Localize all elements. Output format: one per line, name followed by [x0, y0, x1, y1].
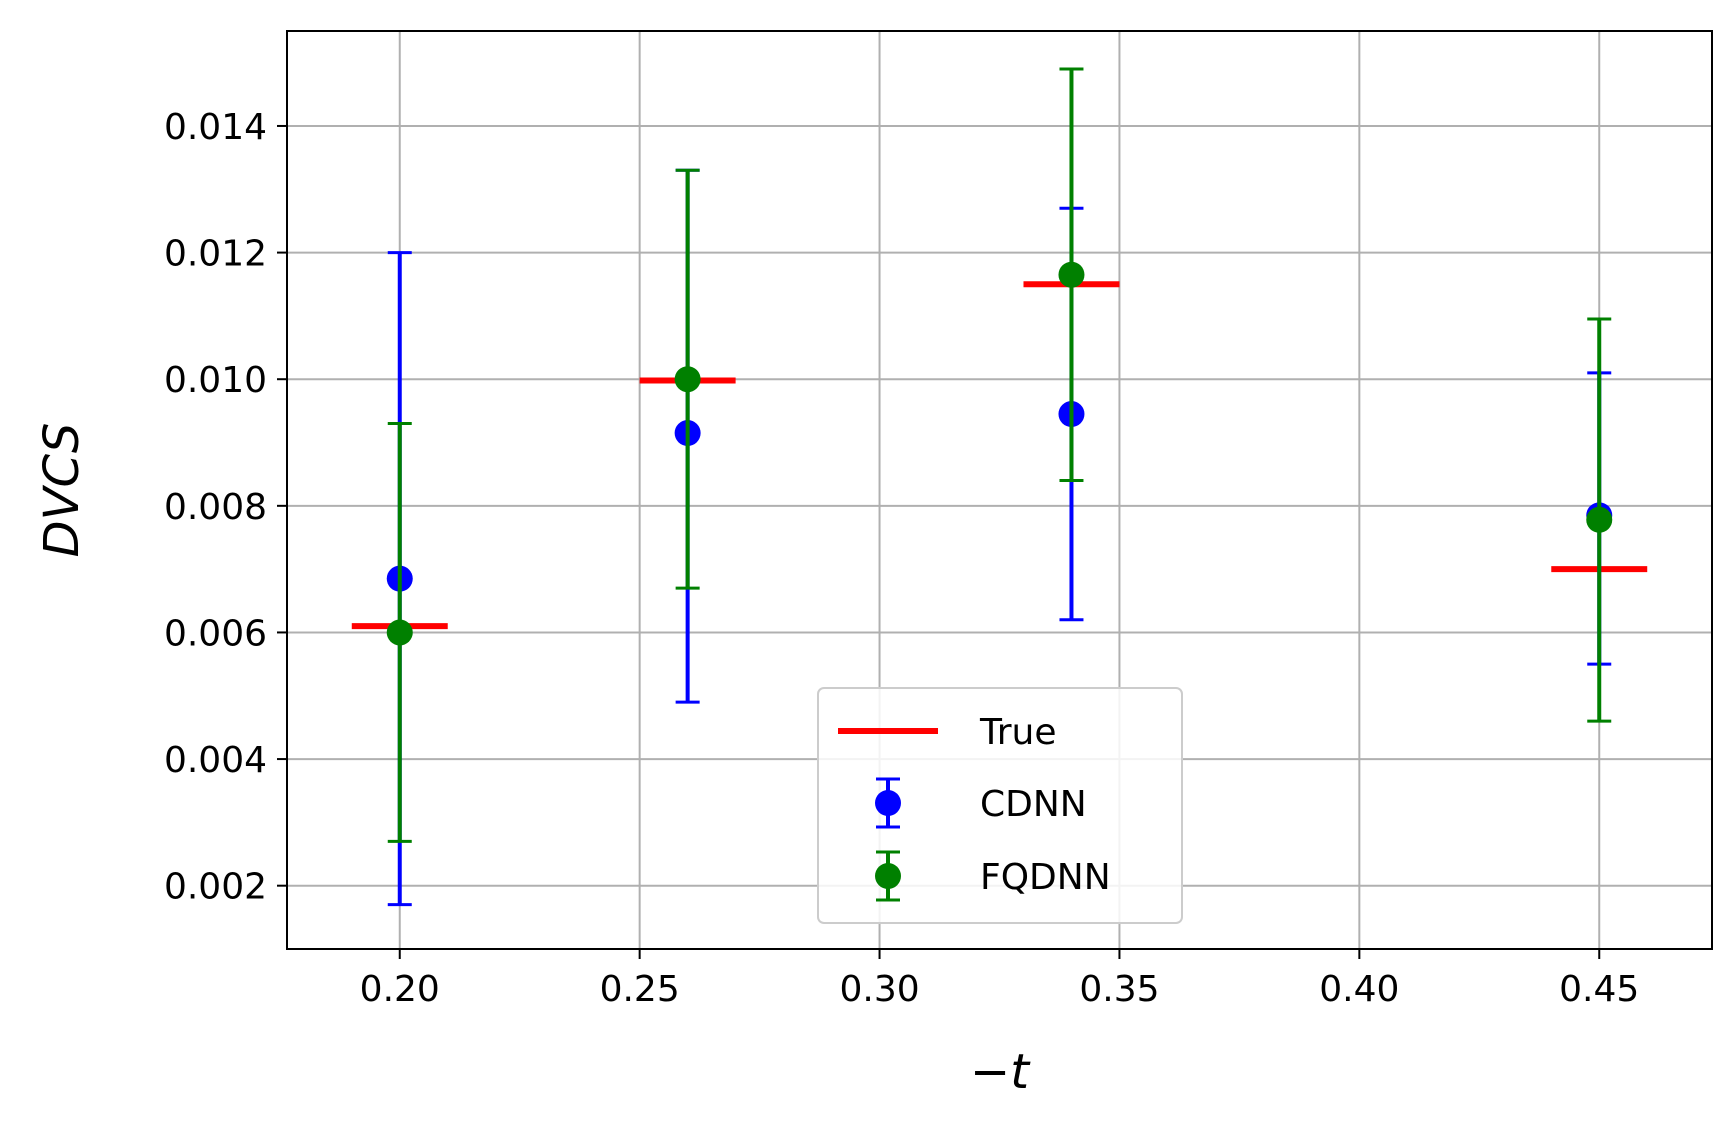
y-tick-label: 0.012 [164, 234, 267, 275]
fqdnn-point [674, 366, 701, 393]
legend-label-true: True [979, 712, 1056, 753]
x-tick-label: 0.25 [600, 969, 680, 1010]
legend-label-cdnn: CDNN [980, 784, 1087, 825]
y-tick-label: 0.008 [164, 487, 267, 528]
legend-label-fqdnn: FQDNN [980, 857, 1111, 898]
legend-swatch-fqdnn-marker [875, 863, 901, 889]
axes: 0.20 0.25 0.30 0.35 0.40 0.45 0.002 0.004 0.006 0… [164, 107, 1639, 1010]
legend-box [817, 687, 1183, 924]
plot-frame [286, 30, 1713, 950]
x-tick-label: 0.35 [1079, 969, 1159, 1010]
y-tick-label: 0.002 [164, 867, 267, 908]
fqdnn-point [386, 619, 413, 646]
legend: True CDNN FQDNN [817, 687, 1183, 924]
x-tick-label: 0.20 [360, 969, 440, 1010]
x-axis-label: −t [970, 1044, 1031, 1100]
fqdnn-point [1058, 261, 1085, 288]
y-tick-label: 0.004 [164, 740, 267, 781]
x-tick-label: 0.30 [839, 969, 919, 1010]
y-tick-label: 0.010 [164, 360, 267, 401]
y-tick-label: 0.006 [164, 613, 267, 654]
x-tick-label: 0.45 [1559, 969, 1639, 1010]
x-tick-label: 0.40 [1319, 969, 1399, 1010]
y-axis-label: DVCS [34, 423, 90, 558]
legend-swatch-cdnn-marker [875, 790, 901, 816]
plot-data [351, 67, 1648, 907]
fqdnn-point [1586, 506, 1613, 533]
y-tick-label: 0.014 [164, 107, 267, 148]
